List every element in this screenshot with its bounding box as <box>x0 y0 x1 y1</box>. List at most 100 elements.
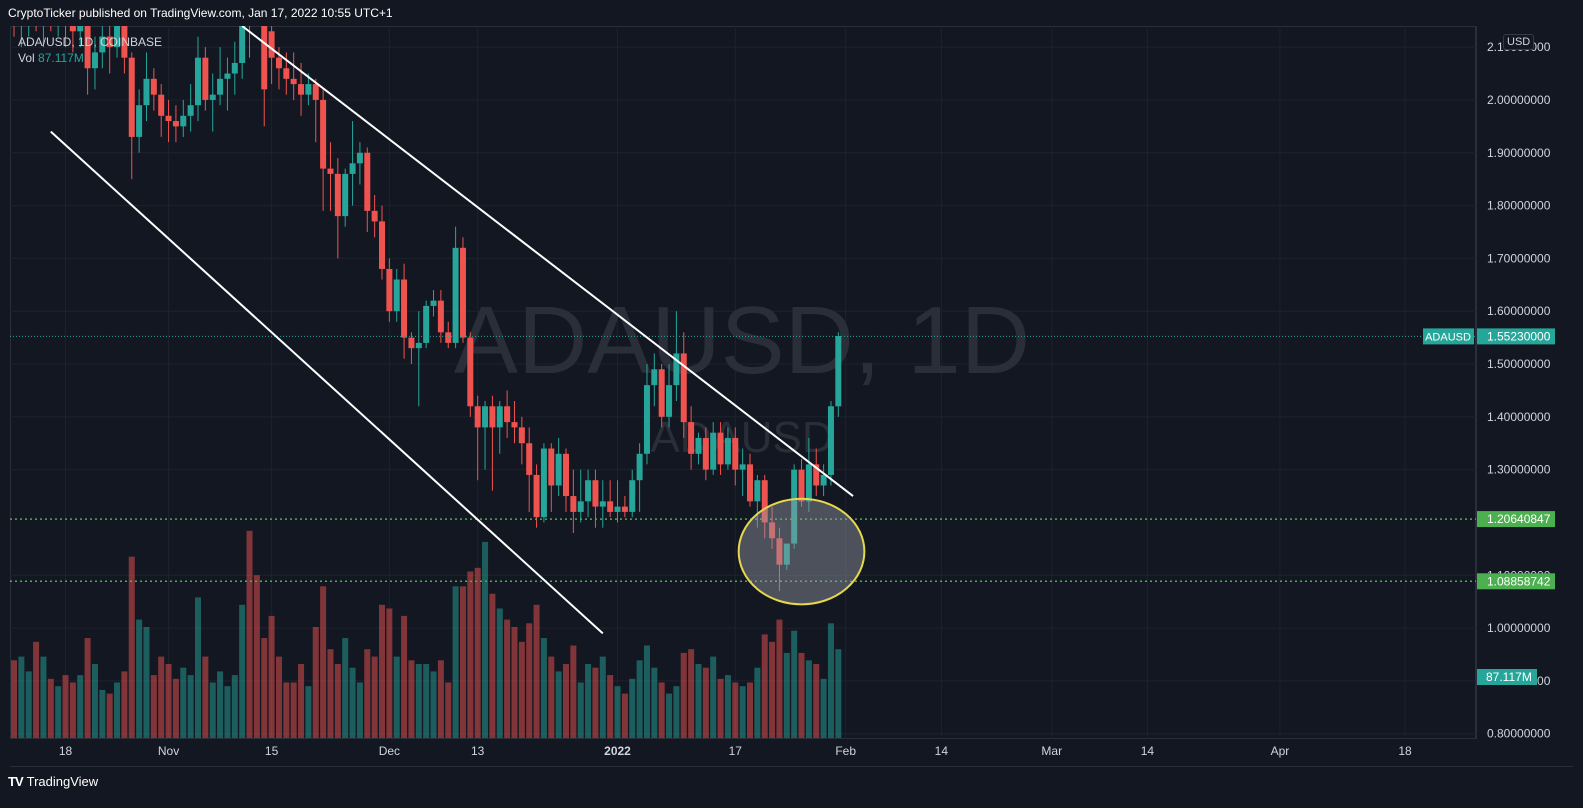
volume-bar <box>585 664 592 738</box>
candle-body <box>739 464 746 470</box>
candle-body <box>820 474 827 486</box>
candle-body <box>84 26 91 69</box>
candle-body <box>106 36 113 48</box>
candle-body <box>63 10 69 26</box>
x-tick-label: 15 <box>265 744 279 758</box>
candle-body <box>91 52 98 69</box>
volume-bar <box>754 667 761 738</box>
candle-body <box>813 464 820 486</box>
candle-body <box>195 57 201 106</box>
candle-body <box>172 121 179 127</box>
publish-header: CryptoTicker published on TradingView.co… <box>8 6 393 20</box>
candle-body <box>231 62 238 74</box>
candle-body <box>724 437 731 465</box>
candle-body <box>732 437 739 470</box>
watermark-text: ADAUSD, 1D <box>454 287 1030 394</box>
volume-badge <box>1477 669 1537 685</box>
candle-body <box>371 210 378 222</box>
x-tick-label: 14 <box>935 744 949 758</box>
candle-body <box>540 448 547 518</box>
candle-body <box>526 443 533 475</box>
watermark: ADAUSD, 1D ADAUSD <box>454 287 1030 462</box>
volume-bar <box>268 615 275 738</box>
volume-bar <box>415 664 422 738</box>
candle-body <box>290 78 297 85</box>
candle-body <box>114 26 121 48</box>
candle-body <box>136 105 143 137</box>
candle-body <box>334 173 341 217</box>
volume-bar <box>371 656 378 738</box>
volume-bar <box>55 686 62 738</box>
volume-bar <box>445 682 452 738</box>
volume-bar <box>643 645 650 738</box>
volume-bar <box>496 608 503 738</box>
price-axis[interactable] <box>1476 26 1573 739</box>
candle-body <box>533 474 540 518</box>
volume-bar <box>334 664 341 738</box>
x-tick-label: 2022 <box>604 744 631 758</box>
volume-bar <box>783 652 790 738</box>
x-tick-label: 17 <box>729 744 743 758</box>
volume-bar <box>128 556 135 738</box>
volume-bar <box>349 667 356 738</box>
publish-header-text: CryptoTicker published on TradingView.co… <box>8 6 393 20</box>
candle-body <box>563 453 569 497</box>
volume-bar <box>555 671 562 738</box>
volume-bar <box>761 634 768 738</box>
bottom-divider <box>10 766 1573 767</box>
volume-bar <box>452 586 459 738</box>
candle-body <box>783 543 790 565</box>
x-axis: 18 Nov 15 Dec 13 2022 17 Feb 14 Mar 14 Apr 18 <box>59 744 1412 758</box>
candle-body <box>327 168 334 174</box>
candle-body <box>99 36 106 53</box>
volume-bar <box>570 645 577 738</box>
volume-bar <box>136 619 143 738</box>
volume-bar <box>379 604 385 738</box>
footer-brand[interactable]: TradingView <box>26 774 99 789</box>
candle-body <box>254 0 260 5</box>
currency-badge[interactable]: USD <box>1503 34 1535 50</box>
volume-bar <box>62 675 69 738</box>
price-badge-label: 1.08858742 <box>1487 574 1551 588</box>
volume-bar <box>172 678 179 738</box>
candle-body <box>636 453 643 481</box>
volume-bar <box>11 660 17 738</box>
volume-bar <box>47 678 54 738</box>
volume-bar <box>158 656 165 738</box>
candle-body <box>504 406 511 423</box>
volume-bar <box>342 638 349 738</box>
trend-line <box>241 26 854 497</box>
volume-bar <box>459 586 466 738</box>
volume-bar <box>283 682 290 738</box>
volume-bar <box>658 682 665 738</box>
volume-bar <box>732 682 739 738</box>
volume-bar <box>187 675 194 738</box>
candle-body <box>776 538 783 565</box>
candle-body <box>312 84 319 100</box>
candle-body <box>467 337 474 407</box>
y-tick-label: 1.00000000 <box>1487 621 1551 635</box>
candle-body <box>364 152 371 211</box>
volume-bar <box>393 656 400 738</box>
candle-body <box>518 427 525 444</box>
footer: TV TradingView <box>8 774 98 789</box>
volume-bar <box>77 675 84 738</box>
candle-body <box>224 73 231 79</box>
annotations <box>50 26 866 635</box>
volume-bar <box>482 541 489 738</box>
volume-bar <box>99 689 106 738</box>
volume-bar <box>121 671 128 738</box>
y-tick-label: 2.00000000 <box>1487 93 1551 107</box>
candles <box>13 0 842 592</box>
legend-symbol[interactable]: ADA/USD, 1D, COINBASE <box>18 35 163 49</box>
legend-volume[interactable]: Vol 87.117M <box>18 50 162 66</box>
candle-body <box>268 31 275 58</box>
volume-bar <box>526 623 533 738</box>
candle-body <box>165 115 172 122</box>
volume-bar <box>305 686 312 738</box>
tradingview-logo-icon: TV <box>8 774 24 789</box>
volume-bar <box>253 575 260 738</box>
y-tick-label: 1.40000000 <box>1487 410 1551 424</box>
candle-body <box>791 469 798 544</box>
